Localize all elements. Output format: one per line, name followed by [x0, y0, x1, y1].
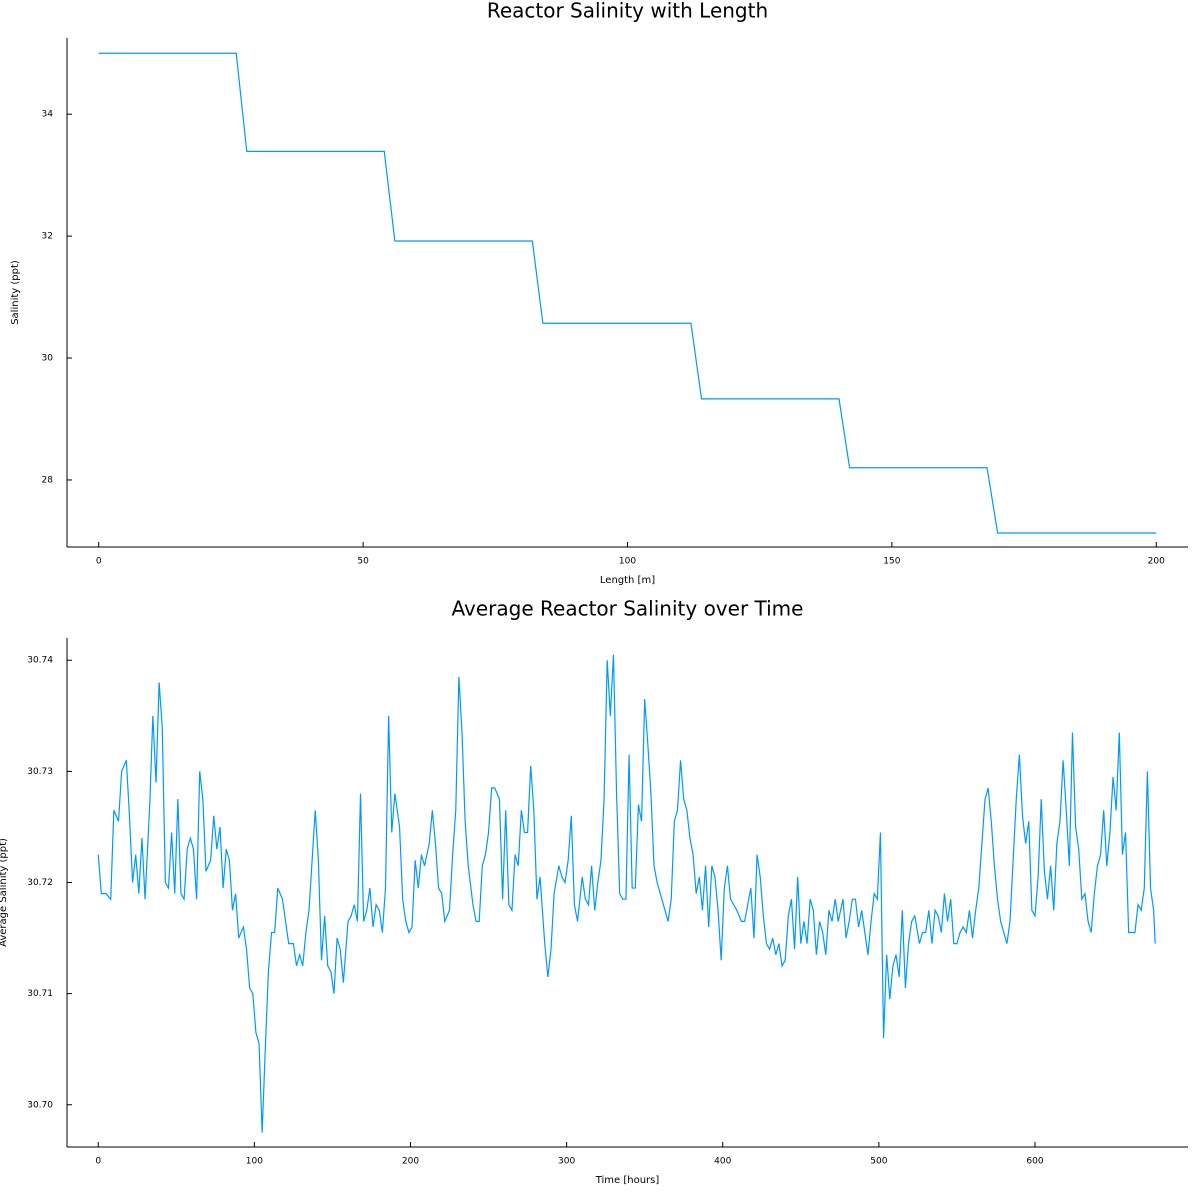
- x-tick-label: 300: [558, 1157, 575, 1167]
- x-tick-label: 200: [1148, 557, 1165, 567]
- x-tick-label: 200: [402, 1157, 419, 1167]
- y-axis-label: Average Salinity (ppt): [0, 838, 9, 947]
- data-line: [98, 52, 1157, 534]
- y-tick-label: 30: [42, 354, 54, 364]
- chart-title: Average Reactor Salinity over Time: [452, 597, 804, 621]
- y-axis-label: Salinity (ppt): [10, 260, 21, 325]
- x-tick-label: 100: [246, 1157, 263, 1167]
- data-line: [97, 654, 1156, 1133]
- x-tick-label: 600: [1026, 1157, 1043, 1167]
- y-tick-label: 32: [42, 232, 53, 242]
- x-tick-label: 50: [357, 557, 369, 567]
- y-tick-label: 30.72: [27, 878, 53, 888]
- x-axis-label: Time [hours]: [595, 1175, 660, 1186]
- y-tick-label: 28: [42, 475, 54, 485]
- y-tick-label: 30.70: [27, 1100, 53, 1110]
- x-axis-label: Length [m]: [600, 575, 655, 586]
- x-tick-label: 100: [619, 557, 636, 567]
- x-tick-label: 0: [96, 557, 102, 567]
- x-tick-label: 500: [870, 1157, 887, 1167]
- x-tick-label: 400: [714, 1157, 731, 1167]
- x-tick-label: 150: [883, 557, 900, 567]
- chart-title: Reactor Salinity with Length: [487, 0, 768, 23]
- x-tick-label: 0: [95, 1157, 101, 1167]
- y-tick-label: 30.74: [27, 656, 53, 666]
- y-tick-label: 34: [42, 110, 54, 120]
- y-tick-label: 30.71: [27, 989, 53, 999]
- y-tick-label: 30.73: [27, 767, 53, 777]
